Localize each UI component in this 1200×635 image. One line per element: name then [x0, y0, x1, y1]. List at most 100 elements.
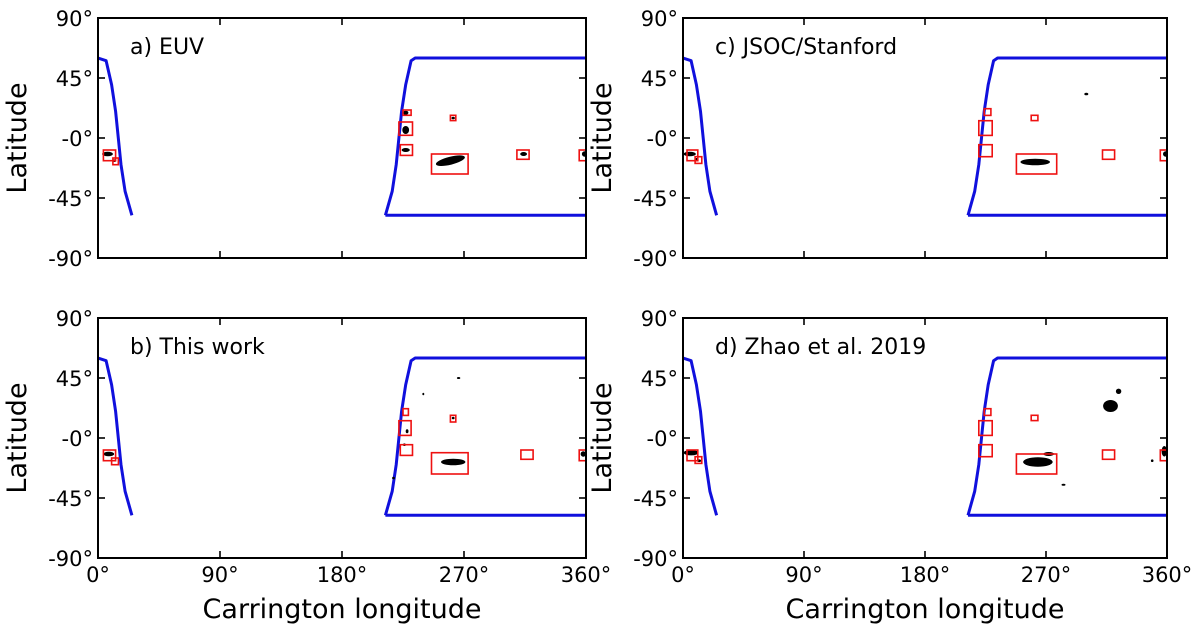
region-box: [516, 149, 530, 161]
panel-label: c) JSOC/Stanford: [715, 35, 897, 60]
y-tick-label: -0°: [62, 127, 93, 151]
region-box: [983, 407, 992, 417]
region-box: [1030, 414, 1039, 422]
active-region: [403, 110, 409, 115]
right-boundary: [383, 56, 586, 216]
x-tick-label: 180°: [900, 563, 951, 587]
region-box: [398, 121, 414, 137]
region-box: [520, 449, 534, 461]
region-box: [1101, 449, 1116, 461]
y-tick-label: 90°: [56, 307, 93, 331]
panel-c: -90° -45° -0° 45° 90° c) JSOC/Stanford Latitud…: [587, 7, 1168, 271]
y-tick-label: 45°: [641, 67, 678, 91]
active-region: [402, 126, 410, 134]
x-tick-label: 0°: [86, 563, 110, 587]
active-region: [1115, 388, 1122, 394]
active-region: [103, 451, 115, 457]
y-axis-title: Latitude: [587, 382, 618, 493]
left-boundary: [683, 56, 719, 216]
plot-area: [683, 356, 1167, 517]
panel-label: b) This work: [130, 335, 265, 360]
active-region: [401, 148, 410, 152]
y-tick-label: -0°: [62, 427, 93, 451]
active-region: [1023, 457, 1053, 467]
active-region: [1084, 92, 1089, 96]
y-axis-title: Latitude: [2, 82, 33, 193]
region-box: [977, 419, 993, 437]
region-box: [402, 109, 412, 117]
region-box: [1101, 149, 1116, 161]
region-box: [977, 143, 993, 158]
active-region: [580, 451, 586, 457]
active-region: [683, 450, 699, 456]
region-box: [449, 114, 457, 122]
x-tick-label: 180°: [317, 563, 368, 587]
region-box: [686, 149, 699, 162]
region-box: [977, 119, 993, 137]
active-region: [392, 476, 395, 480]
x-tick-label: 90°: [785, 563, 822, 587]
region-box: [102, 449, 117, 462]
panel-d: 0° 90° 180° 270° 360° -90° -45° -0° 45° 90° d) Zha…: [587, 307, 1192, 625]
active-region: [102, 151, 113, 157]
y-tick-label: 45°: [56, 67, 93, 91]
region-box: [694, 455, 703, 465]
active-region: [1161, 446, 1167, 457]
panel-b: 0° 90° 180° 270° 360° -90° -45° -0° 45° 90° b) Thi…: [2, 307, 611, 625]
region-box: [983, 107, 992, 117]
left-boundary: [683, 356, 719, 516]
y-tick-label: -90°: [48, 247, 93, 271]
active-region: [451, 416, 455, 420]
y-tick-label: -45°: [48, 487, 93, 511]
region-box: [578, 449, 586, 462]
x-tick-label: 360°: [561, 563, 612, 587]
right-boundary: [383, 356, 586, 516]
region-box: [430, 451, 469, 475]
y-tick-label: -90°: [633, 547, 678, 571]
y-tick-label: 90°: [56, 7, 93, 31]
x-tick-label: 90°: [201, 563, 238, 587]
y-tick-label: -90°: [633, 247, 678, 271]
active-region: [441, 458, 466, 466]
y-tick-label: -45°: [633, 487, 678, 511]
x-tick-label: 270°: [1021, 563, 1072, 587]
plot-area: [98, 356, 586, 517]
region-box: [112, 157, 120, 166]
active-region: [435, 155, 465, 166]
y-tick-label: -90°: [48, 547, 93, 571]
x-axis-title: Carrington longitude: [786, 594, 1065, 625]
y-tick-label: -0°: [647, 427, 678, 451]
active-region: [451, 116, 455, 120]
y-axis-title: Latitude: [587, 82, 618, 193]
active-region: [1061, 483, 1066, 486]
x-tick-label: 360°: [1142, 563, 1193, 587]
region-box: [102, 149, 117, 162]
region-box: [578, 149, 586, 162]
region-box: [1015, 153, 1058, 175]
region-box: [399, 143, 414, 157]
active-region: [422, 392, 425, 396]
active-region: [520, 152, 527, 156]
y-tick-label: -45°: [633, 187, 678, 211]
region-box: [449, 414, 457, 423]
y-tick-label: 45°: [56, 367, 93, 391]
x-axis-title: Carrington longitude: [203, 594, 482, 625]
region-box: [977, 443, 993, 458]
panels-root: -90°-45°-0°45°90°a) EUVLatitude-90°-45°-…: [2, 7, 1192, 625]
y-tick-label: -45°: [48, 187, 93, 211]
region-box: [110, 457, 120, 466]
region-box: [1159, 449, 1167, 462]
y-axis-title: Latitude: [2, 382, 33, 493]
plot-area: [683, 56, 1167, 217]
right-boundary: [966, 56, 1167, 216]
plot-area: [98, 56, 586, 217]
y-tick-label: 90°: [641, 7, 678, 31]
y-tick-label: 45°: [641, 367, 678, 391]
region-box: [686, 449, 699, 462]
left-boundary: [98, 356, 134, 516]
left-boundary: [98, 56, 134, 216]
region-box: [1159, 149, 1167, 162]
y-tick-label: -0°: [647, 127, 678, 151]
panel-label: a) EUV: [130, 35, 204, 60]
